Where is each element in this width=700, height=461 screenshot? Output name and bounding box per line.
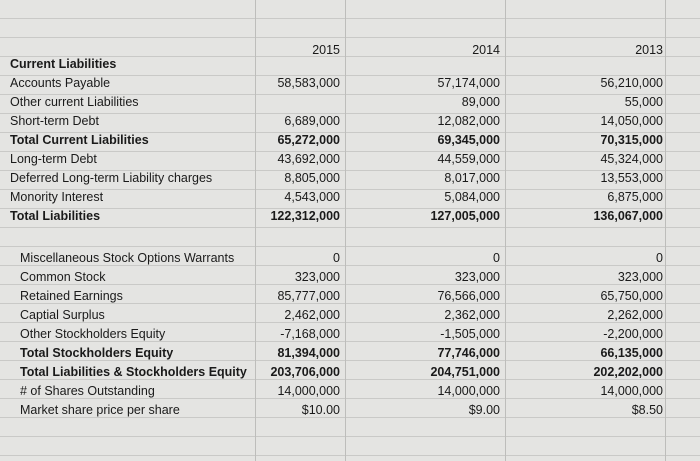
row-label: # of Shares Outstanding — [20, 384, 155, 398]
cell-value: 2,262,000 — [607, 308, 663, 322]
row-label: Deferred Long-term Liability charges — [10, 171, 213, 185]
cell-value: 55,000 — [624, 95, 663, 109]
cell-value: 8,017,000 — [444, 171, 500, 185]
cell-value: 81,394,000 — [277, 346, 340, 360]
cell-value: 14,050,000 — [600, 114, 663, 128]
cell-value: $8.50 — [631, 403, 663, 417]
year-header: 2015 — [312, 43, 340, 57]
cell-value: 58,583,000 — [277, 76, 340, 90]
cell-value: 56,210,000 — [600, 76, 663, 90]
column-line — [665, 0, 666, 461]
row-label: Other Stockholders Equity — [20, 327, 166, 341]
cell-value: 45,324,000 — [600, 152, 663, 166]
column-line — [255, 0, 256, 461]
cell-value: 0 — [493, 251, 500, 265]
row-label: Captial Surplus — [20, 308, 105, 322]
cell-value: 70,315,000 — [600, 133, 663, 147]
row-label: Total Liabilities & Stockholders Equity — [20, 365, 247, 379]
cell-value: 323,000 — [454, 270, 500, 284]
row-label: Market share price per share — [20, 403, 180, 417]
cell-value: 85,777,000 — [277, 289, 340, 303]
row-label: Total Stockholders Equity — [20, 346, 174, 360]
cell-value: 136,067,000 — [593, 209, 663, 223]
cell-value: 77,746,000 — [437, 346, 500, 360]
cell-value: 12,082,000 — [437, 114, 500, 128]
row-label: Current Liabilities — [10, 57, 117, 71]
cell-value: 202,202,000 — [593, 365, 663, 379]
cell-value: 204,751,000 — [430, 365, 500, 379]
row-label: Short-term Debt — [10, 114, 99, 128]
cell-value: -7,168,000 — [280, 327, 340, 341]
cell-value: 44,559,000 — [437, 152, 500, 166]
column-line — [505, 0, 506, 461]
cell-value: 66,135,000 — [600, 346, 663, 360]
cell-value: 4,543,000 — [284, 190, 340, 204]
cell-value: 203,706,000 — [270, 365, 340, 379]
cell-value: 6,689,000 — [284, 114, 340, 128]
cell-value: $10.00 — [301, 403, 340, 417]
cell-value: 8,805,000 — [284, 171, 340, 185]
cell-value: $9.00 — [468, 403, 500, 417]
cell-value: 57,174,000 — [437, 76, 500, 90]
cell-value: 65,750,000 — [600, 289, 663, 303]
cell-value: 69,345,000 — [437, 133, 500, 147]
cell-value: -2,200,000 — [603, 327, 663, 341]
cell-value: 323,000 — [617, 270, 663, 284]
cell-value: 323,000 — [294, 270, 340, 284]
cell-value: 6,875,000 — [607, 190, 663, 204]
cell-value: 2,362,000 — [444, 308, 500, 322]
row-label: Accounts Payable — [10, 76, 111, 90]
column-line — [345, 0, 346, 461]
cell-value: 43,692,000 — [277, 152, 340, 166]
cell-value: 65,272,000 — [277, 133, 340, 147]
row-label: Long-term Debt — [10, 152, 97, 166]
cell-value: 5,084,000 — [444, 190, 500, 204]
row-label: Retained Earnings — [20, 289, 123, 303]
year-header: 2013 — [635, 43, 663, 57]
row-label: Other current Liabilities — [10, 95, 139, 109]
cell-value: 89,000 — [461, 95, 500, 109]
cell-value: 0 — [333, 251, 340, 265]
cell-value: 0 — [656, 251, 663, 265]
cell-value: 76,566,000 — [437, 289, 500, 303]
row-label: Common Stock — [20, 270, 106, 284]
cell-value: 14,000,000 — [277, 384, 340, 398]
row-label: Total Liabilities — [10, 209, 101, 223]
cell-value: -1,505,000 — [440, 327, 500, 341]
cell-value: 13,553,000 — [600, 171, 663, 185]
cell-value: 127,005,000 — [430, 209, 500, 223]
cell-value: 14,000,000 — [600, 384, 663, 398]
row-label: Total Current Liabilities — [10, 133, 149, 147]
year-header: 2014 — [472, 43, 500, 57]
row-label: Monority Interest — [10, 190, 104, 204]
cell-value: 14,000,000 — [437, 384, 500, 398]
cell-value: 2,462,000 — [284, 308, 340, 322]
row-label: Miscellaneous Stock Options Warrants — [20, 251, 235, 265]
cell-value: 122,312,000 — [270, 209, 340, 223]
